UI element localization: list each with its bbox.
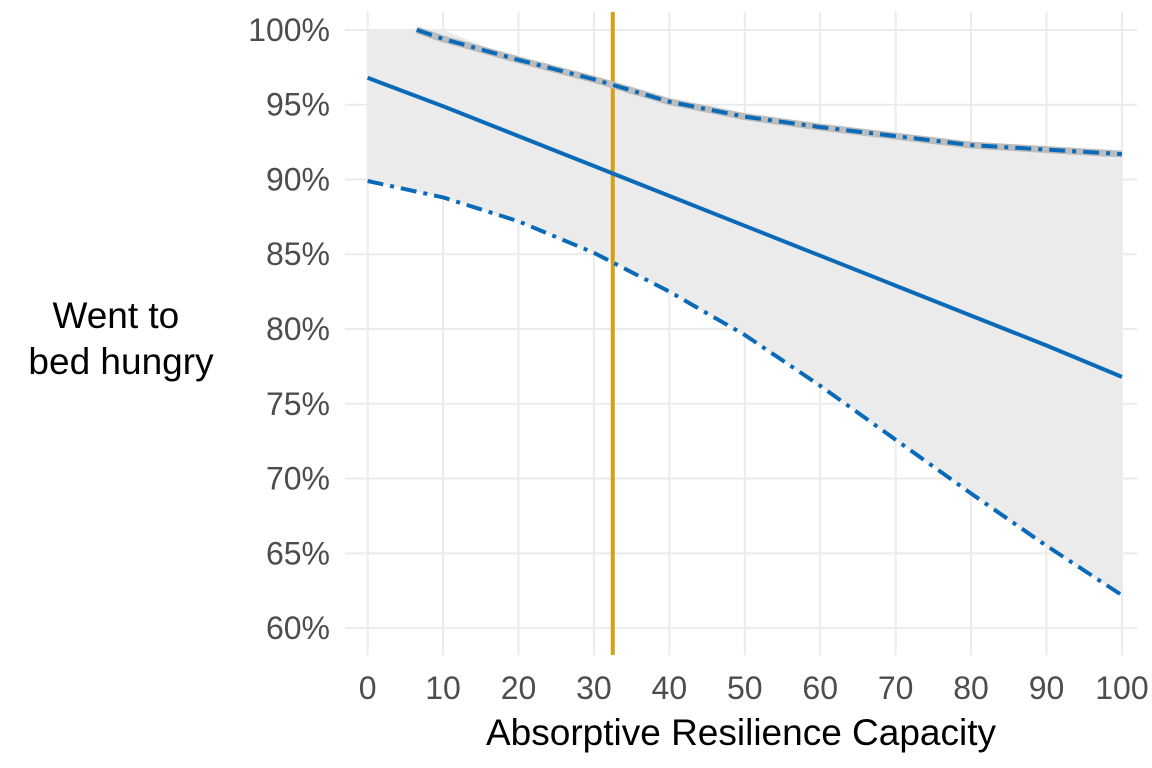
confidence-band-area (367, 29, 1122, 596)
x-tick-label: 100 (1095, 670, 1148, 706)
x-tick-label: 50 (727, 670, 763, 706)
lower-bound-line (367, 179, 1123, 597)
y-tick-label: 80% (266, 311, 330, 347)
y-tick-label: 100% (248, 12, 330, 48)
y-axis-title-line-1: Went to (52, 295, 179, 336)
y-tick-labels: 60% 65% 70% 75% 80% 85% 90% 95% 100% (248, 12, 330, 646)
upper-bound-line (416, 28, 1123, 157)
y-axis-title-line-2: bed hungry (28, 341, 214, 382)
x-tick-label: 40 (652, 670, 688, 706)
y-axis-title: Went to bed hungry (28, 295, 214, 382)
x-tick-label: 20 (501, 670, 537, 706)
y-tick-label: 90% (266, 161, 330, 197)
y-tick-label: 85% (266, 236, 330, 272)
y-tick-label: 65% (266, 535, 330, 571)
series-lines (366, 26, 1123, 597)
y-tick-label: 60% (266, 610, 330, 646)
x-tick-label: 90 (1029, 670, 1065, 706)
confidence-band (367, 29, 1122, 596)
x-tick-label: 70 (878, 670, 914, 706)
x-tick-label: 60 (802, 670, 838, 706)
x-axis-title: Absorptive Resilience Capacity (486, 712, 997, 753)
x-tick-label: 30 (576, 670, 612, 706)
x-tick-labels: 0 10 20 30 40 50 60 70 80 90 100 (359, 670, 1149, 706)
x-tick-label: 10 (425, 670, 461, 706)
y-tick-label: 70% (266, 461, 330, 497)
y-tick-label: 75% (266, 386, 330, 422)
x-tick-label: 0 (359, 670, 377, 706)
estimate-line (366, 75, 1123, 379)
x-tick-label: 80 (953, 670, 989, 706)
y-tick-label: 95% (266, 87, 330, 123)
